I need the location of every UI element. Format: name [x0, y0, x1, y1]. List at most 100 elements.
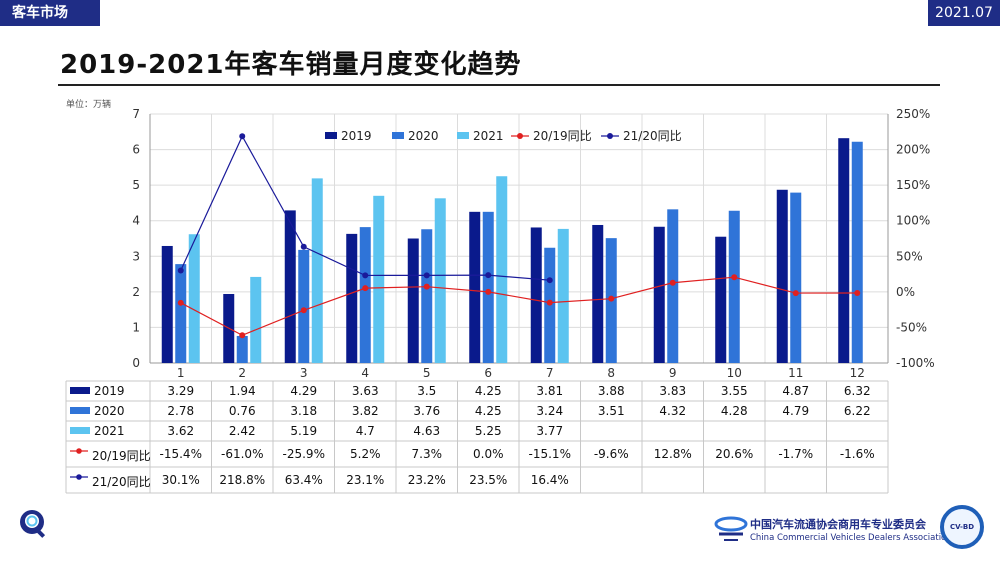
x-tick-label: 6	[484, 366, 492, 380]
point-20/19同比-11	[792, 290, 799, 297]
point-21/20同比-2	[239, 133, 246, 140]
bar-2020-2	[236, 335, 248, 363]
table-cell: 23.1%	[346, 473, 384, 487]
point-20/19同比-7	[546, 299, 553, 306]
bar-2019-8	[592, 224, 604, 363]
y-tick-label: 1	[132, 320, 140, 334]
bar-2020-9	[667, 209, 679, 363]
y-tick-label: 0	[132, 356, 140, 370]
x-tick-label: 11	[788, 366, 803, 380]
table-cell: 3.62	[167, 424, 194, 438]
table-cell: 3.51	[598, 404, 625, 418]
table-cell: 4.25	[475, 404, 502, 418]
bar-2020-6	[482, 211, 494, 363]
magnifier-icon[interactable]	[16, 506, 50, 544]
point-20/19同比-4	[362, 285, 369, 292]
y2-tick-label: 250%	[896, 107, 930, 121]
table-cell: 3.55	[721, 384, 748, 398]
bar-2019-3	[284, 210, 296, 363]
table-cell: 4.87	[782, 384, 809, 398]
table-cell: 3.18	[290, 404, 317, 418]
bar-2021-3	[311, 178, 323, 363]
point-21/20同比-1	[177, 267, 184, 274]
line-20/19同比	[180, 276, 858, 336]
table-cell: 23.5%	[469, 473, 507, 487]
table-cell: 4.32	[659, 404, 686, 418]
bar-2020-1	[175, 264, 187, 363]
table-cell: 16.4%	[531, 473, 569, 487]
table-cell: 0.0%	[473, 447, 504, 461]
point-20/19同比-5	[423, 283, 430, 290]
page-title: 2019-2021年客车销量月度变化趋势	[60, 50, 522, 80]
table-cell: 3.82	[352, 404, 379, 418]
table-cell: -15.1%	[529, 447, 571, 461]
bar-2021-7	[557, 228, 569, 363]
table-marker-20/19同比	[76, 448, 82, 454]
bar-2020-3	[298, 249, 310, 363]
legend-label-2021: 2021	[473, 129, 504, 143]
table-cell: -15.4%	[160, 447, 202, 461]
title-divider	[58, 84, 940, 86]
table-cell: 5.2%	[350, 447, 381, 461]
y2-tick-label: 150%	[896, 178, 930, 192]
bar-2020-4	[359, 227, 371, 363]
table-cell: 3.63	[352, 384, 379, 398]
table-cell: 1.94	[229, 384, 256, 398]
legend-marker-21/20同比	[607, 133, 613, 139]
cvbd-badge-icon: CV-BD	[940, 505, 984, 549]
bar-2019-7	[530, 227, 542, 363]
legend-swatch-2019	[325, 132, 337, 139]
table-cell: -25.9%	[283, 447, 325, 461]
bar-2019-1	[161, 245, 173, 363]
x-tick-label: 4	[361, 366, 369, 380]
legend-label-2019: 2019	[341, 129, 372, 143]
table-cell: 6.32	[844, 384, 871, 398]
legend-swatch-2020	[392, 132, 404, 139]
bar-2019-10	[715, 236, 727, 363]
y-tick-label: 3	[132, 249, 140, 263]
table-cell: 3.5	[417, 384, 436, 398]
table-row-label: 2021	[94, 424, 125, 438]
table-cell: -9.6%	[594, 447, 629, 461]
point-20/19同比-8	[608, 295, 615, 302]
x-tick-label: 1	[177, 366, 185, 380]
bar-2021-4	[373, 195, 385, 363]
point-20/19同比-1	[177, 299, 184, 306]
y2-tick-label: 200%	[896, 143, 930, 157]
x-tick-label: 7	[546, 366, 554, 380]
bar-2019-5	[407, 238, 419, 363]
table-cell: 4.7	[356, 424, 375, 438]
table-cell: 30.1%	[162, 473, 200, 487]
bar-2019-4	[346, 233, 358, 363]
y2-tick-label: -100%	[896, 356, 935, 370]
y-tick-label: 6	[132, 143, 140, 157]
point-21/20同比-4	[362, 272, 369, 279]
bar-2019-12	[838, 138, 850, 363]
point-21/20同比-3	[300, 243, 307, 250]
table-cell: 3.77	[536, 424, 563, 438]
point-21/20同比-6	[485, 272, 492, 279]
table-swatch-2021	[70, 427, 90, 434]
legend-label-2020: 2020	[408, 129, 439, 143]
point-20/19同比-3	[300, 307, 307, 314]
table-cell: 5.25	[475, 424, 502, 438]
table-cell: 4.28	[721, 404, 748, 418]
table-cell: 7.3%	[412, 447, 443, 461]
table-cell: 6.22	[844, 404, 871, 418]
table-cell: 3.83	[659, 384, 686, 398]
table-cell: -1.7%	[778, 447, 813, 461]
bar-2020-11	[790, 192, 802, 363]
point-21/20同比-7	[546, 277, 553, 284]
bar-2021-1	[188, 234, 200, 363]
table-row-label: 20/19同比	[92, 449, 151, 463]
legend-marker-20/19同比	[517, 133, 523, 139]
table-row-label: 21/20同比	[92, 475, 151, 489]
bar-2019-9	[653, 226, 665, 363]
table-cell: 20.6%	[715, 447, 753, 461]
y-tick-label: 7	[132, 107, 140, 121]
table-cell: 3.24	[536, 404, 563, 418]
table-cell: 4.63	[413, 424, 440, 438]
table-cell: 2.78	[167, 404, 194, 418]
point-20/19同比-12	[854, 289, 861, 296]
